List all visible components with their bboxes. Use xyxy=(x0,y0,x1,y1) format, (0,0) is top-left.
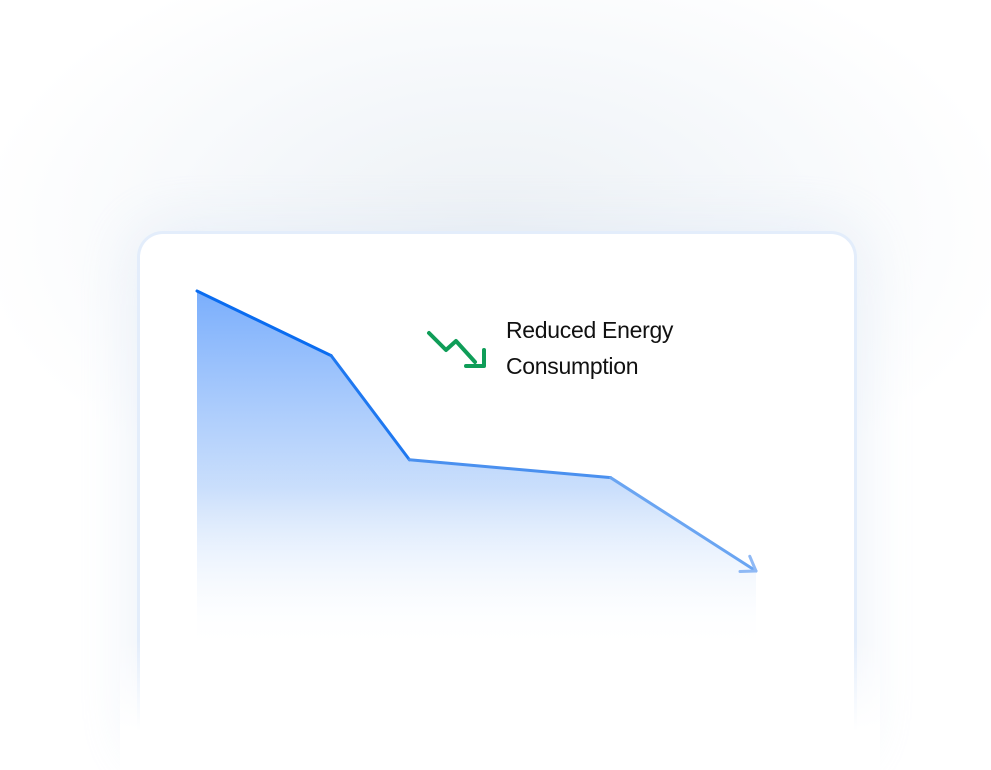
area-fill xyxy=(197,291,756,650)
arrow-head-icon xyxy=(738,554,758,573)
line-segment xyxy=(195,289,333,358)
annotation-line-2: Consumption xyxy=(506,353,639,379)
bottom-fade xyxy=(120,640,880,770)
chart-annotation: Reduced Energy Consumption xyxy=(506,312,673,384)
line-segment xyxy=(329,354,411,462)
line-segment xyxy=(609,476,758,573)
annotation-line-1: Reduced Energy xyxy=(506,317,674,343)
line-segment xyxy=(407,458,613,480)
trending-down-icon xyxy=(427,331,486,368)
